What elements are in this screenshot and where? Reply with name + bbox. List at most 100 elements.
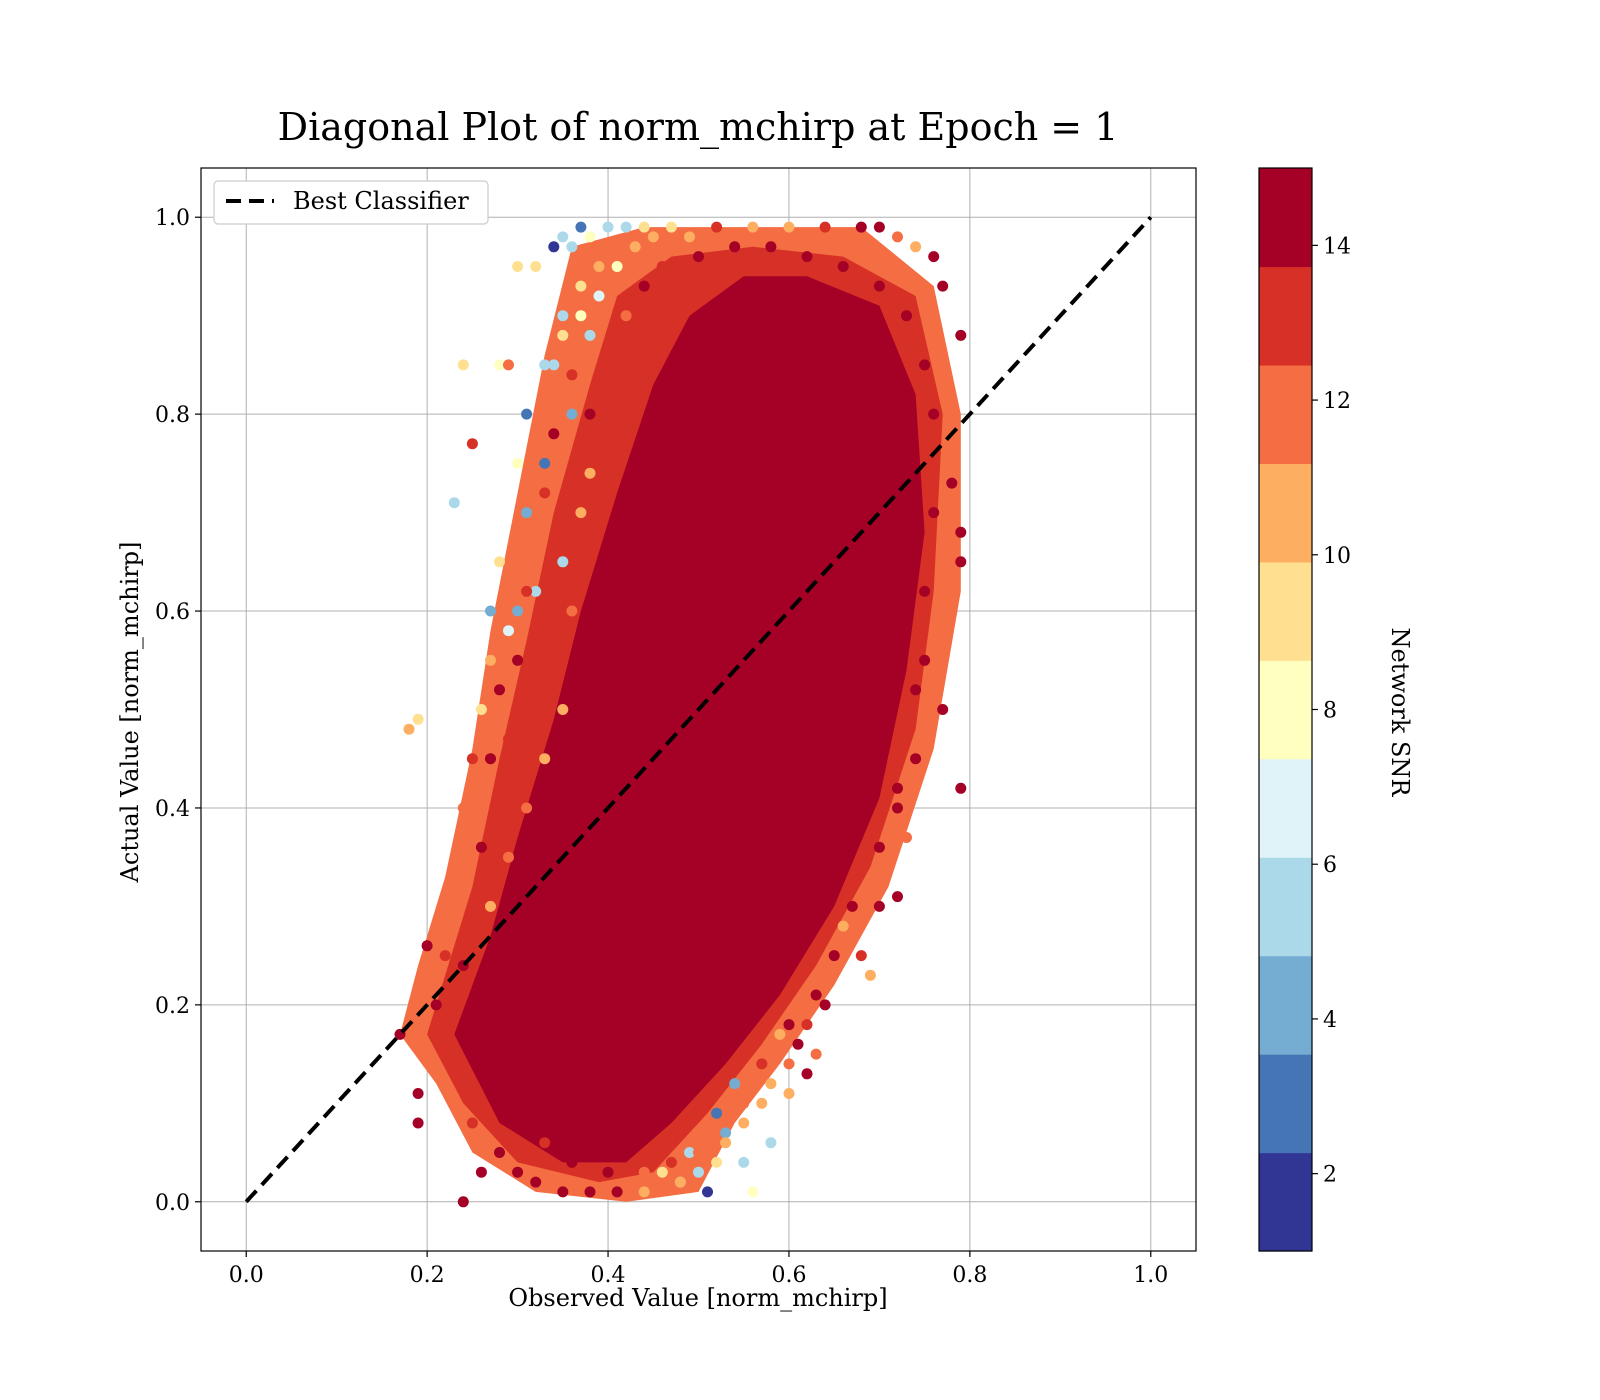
- data-point: [910, 753, 922, 765]
- data-point: [557, 556, 569, 568]
- colorbar-frame: [1258, 167, 1313, 1252]
- colorbar-segment: [1259, 1054, 1312, 1154]
- data-point: [430, 999, 442, 1011]
- colorbar-segment: [1259, 1152, 1312, 1252]
- data-point: [946, 605, 958, 617]
- data-point: [448, 497, 460, 509]
- colorbar-tick-label: 2: [1323, 1163, 1337, 1188]
- data-point: [530, 526, 542, 538]
- data-point: [873, 280, 885, 292]
- data-point: [892, 231, 903, 243]
- data-point: [448, 1097, 460, 1109]
- data-point: [783, 1019, 795, 1031]
- data-point: [539, 753, 551, 765]
- data-point: [937, 704, 949, 715]
- x-axis-ticks: 0.0 0.2 0.4 0.6 0.8 1.0: [229, 1251, 1168, 1288]
- data-point: [512, 261, 524, 272]
- data-point: [557, 310, 569, 322]
- data-point: [512, 1166, 524, 1178]
- data-point: [801, 1019, 813, 1031]
- data-point: [738, 1097, 750, 1109]
- data-point: [457, 359, 469, 371]
- colorbar-ticks: 2 4 6 8 10 12 14: [1312, 234, 1351, 1188]
- data-point: [783, 1088, 795, 1099]
- data-point: [864, 969, 876, 981]
- data-point: [512, 1107, 524, 1119]
- colorbar-segment: [1259, 364, 1312, 464]
- data-point: [928, 507, 940, 519]
- data-point: [584, 1186, 596, 1198]
- data-point: [765, 1137, 777, 1149]
- data-point: [892, 782, 903, 794]
- data-point: [928, 408, 940, 420]
- data-point: [457, 802, 469, 814]
- data-point: [892, 802, 903, 814]
- x-tick-label: 1.0: [1133, 1263, 1168, 1288]
- data-point: [566, 605, 578, 617]
- data-point: [557, 231, 569, 243]
- y-tick-label: 0.4: [155, 797, 190, 822]
- data-point: [439, 950, 451, 962]
- data-point: [647, 231, 659, 243]
- data-point: [475, 841, 487, 853]
- data-point: [738, 1117, 750, 1129]
- y-tick-label: 0.0: [155, 1191, 190, 1216]
- data-point: [602, 221, 614, 233]
- data-point: [955, 782, 967, 794]
- data-point: [693, 1147, 704, 1158]
- data-point: [873, 900, 885, 912]
- data-point: [819, 221, 831, 233]
- data-point: [810, 1048, 822, 1060]
- data-point: [638, 280, 650, 292]
- plot-frame: [200, 167, 1197, 1252]
- data-point: [503, 733, 514, 745]
- data-point: [575, 507, 587, 519]
- data-point: [892, 891, 903, 903]
- data-point: [494, 359, 505, 371]
- legend-label: Best Classifier: [293, 187, 469, 215]
- data-point: [548, 428, 560, 440]
- data-point: [584, 467, 596, 479]
- data-point: [656, 1166, 668, 1178]
- data-point: [720, 1127, 732, 1139]
- colorbar-label: Network SNR: [1386, 628, 1414, 798]
- data-point: [539, 487, 551, 499]
- data-point: [783, 1058, 795, 1070]
- colorbar-tick-label: 6: [1323, 853, 1337, 878]
- scatter-density-cloud: [400, 227, 961, 1202]
- data-point: [774, 1028, 786, 1040]
- data-point: [656, 261, 668, 272]
- data-point: [720, 1137, 732, 1149]
- data-point: [557, 329, 569, 341]
- data-point: [539, 457, 551, 469]
- y-tick-label: 0.2: [155, 994, 190, 1019]
- data-point: [575, 280, 587, 292]
- x-axis-label: Observed Value [norm_mchirp]: [508, 1284, 887, 1312]
- data-point: [665, 1156, 677, 1168]
- data-point: [485, 753, 496, 765]
- colorbar: [1259, 168, 1312, 1252]
- legend: Best Classifier: [213, 180, 489, 225]
- data-point: [955, 526, 967, 538]
- data-point: [584, 231, 596, 243]
- data-point: [566, 1156, 578, 1168]
- data-point: [684, 1147, 695, 1158]
- data-point: [403, 723, 415, 735]
- data-point: [901, 832, 912, 843]
- data-point: [412, 1117, 424, 1129]
- data-point: [485, 900, 496, 912]
- data-point: [557, 704, 569, 715]
- colorbar-segment: [1259, 266, 1312, 366]
- data-point: [901, 310, 912, 322]
- data-point: [792, 1038, 804, 1050]
- data-point: [638, 221, 650, 233]
- data-point: [674, 1176, 686, 1188]
- colorbar-segment: [1259, 758, 1312, 858]
- best-classifier-line: [244, 215, 1153, 1204]
- x-tick-label: 0.8: [952, 1263, 987, 1288]
- x-tick-label: 0.6: [771, 1263, 806, 1288]
- data-point: [819, 999, 831, 1011]
- x-tick-label: 0.4: [591, 1263, 626, 1288]
- data-point: [503, 851, 514, 863]
- data-point: [494, 556, 505, 568]
